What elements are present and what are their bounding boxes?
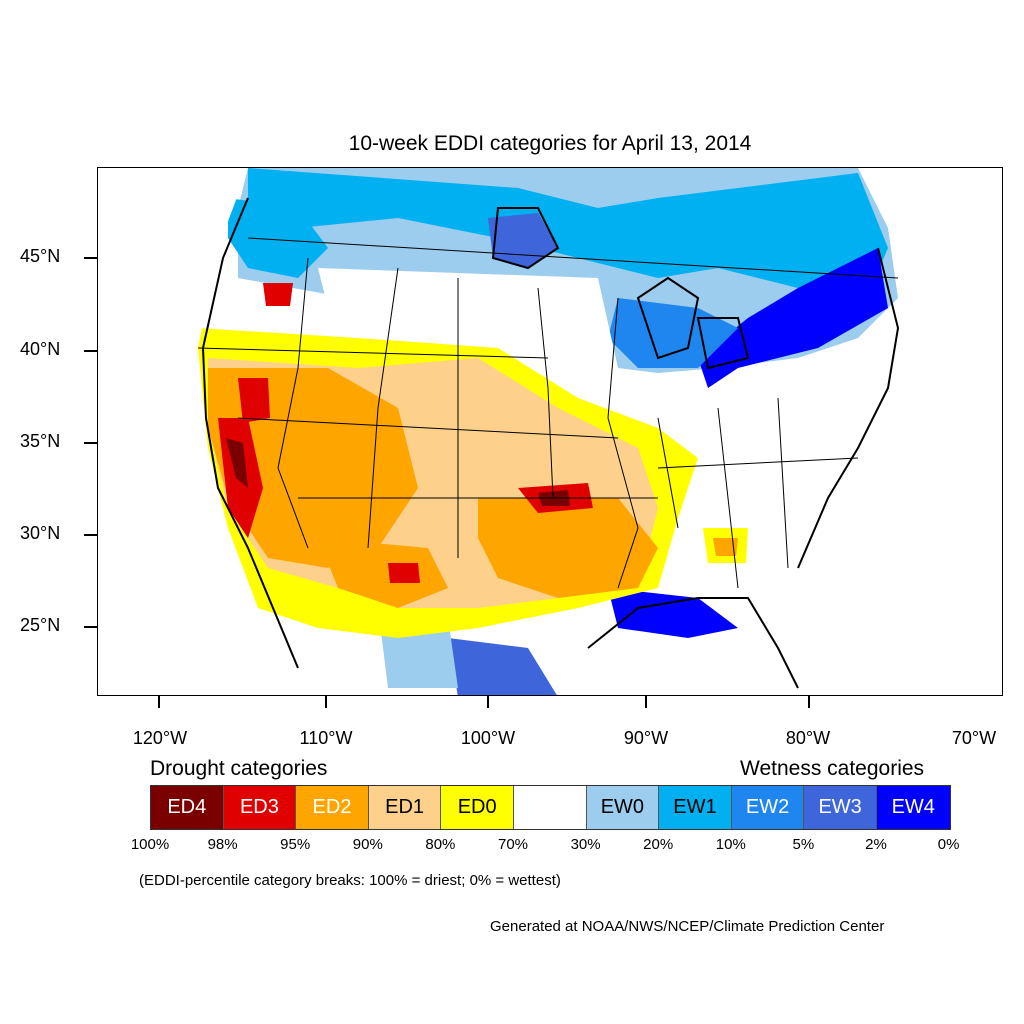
- pacific-ocean: [98, 168, 288, 695]
- atlantic-ocean: [798, 168, 1002, 695]
- lon-tick: [645, 696, 647, 708]
- legend-cell-ed0: ED0: [441, 786, 514, 829]
- lat-tick: [84, 626, 97, 628]
- wet-region-ew4-northeast: [698, 248, 888, 388]
- lon-label-90w: 90°W: [623, 728, 669, 748]
- wetness-categories-heading: Wetness categories: [740, 757, 925, 780]
- lon-label-70w: 70°W: [951, 728, 997, 748]
- coastline: [201, 197, 900, 689]
- legend-cell-neutral: [513, 786, 587, 829]
- legend-percentile-label: 5%: [792, 836, 815, 853]
- legend-cell-ed1: ED1: [368, 786, 442, 829]
- legend-percentile-label: 100%: [130, 836, 170, 853]
- legend-percentile-label: 80%: [425, 836, 456, 853]
- eddi-map-canvas: [98, 168, 1002, 695]
- map-title: 10-week EDDI categories for April 13, 20…: [348, 132, 752, 155]
- dry-region-ed2-central: [478, 498, 658, 598]
- legend-percentile-label: 95%: [280, 836, 311, 853]
- lat-tick: [84, 350, 97, 352]
- dry-region-ed2-georgia: [713, 538, 738, 556]
- lon-tick: [487, 696, 489, 708]
- legend-cell-ed4: ED4: [151, 786, 224, 829]
- state-boundaries: [197, 237, 899, 589]
- dry-region-ed2-southwest: [318, 538, 448, 608]
- legend-percentile-label: 2%: [865, 836, 887, 853]
- lat-label-45n: 45°N: [20, 246, 61, 266]
- dry-region-ed3-newmexico: [388, 563, 420, 583]
- legend-percentile-label: 90%: [352, 836, 383, 853]
- legend-cell-ed2: ED2: [296, 786, 369, 829]
- lat-label-30n: 30°N: [20, 523, 61, 543]
- credit-text: Generated at NOAA/NWS/NCEP/Climate Predi…: [490, 918, 885, 935]
- dry-region-ed4-california: [226, 438, 248, 488]
- lon-label-110w: 110°W: [299, 728, 353, 748]
- legend-cell-ew2: EW2: [731, 786, 805, 829]
- drought-categories-heading: Drought categories: [150, 757, 328, 780]
- lat-label-25n: 25°N: [20, 615, 61, 635]
- legend-color-bar: ED4 ED3 ED2 ED1 ED0 EW0 EW1 EW2 EW3 EW4: [150, 785, 951, 830]
- neutral-southeast: [658, 408, 838, 598]
- dry-region-ed3-oregon: [263, 283, 293, 306]
- legend-cell-ew4: EW4: [876, 786, 950, 829]
- lat-tick: [84, 257, 97, 259]
- legend-percentile-label: 98%: [207, 836, 238, 853]
- legend-cell-ew0: EW0: [586, 786, 660, 829]
- wet-region-pacnw: [228, 198, 328, 278]
- lat-label-40n: 40°N: [20, 339, 61, 359]
- lon-label-80w: 80°W: [785, 728, 831, 748]
- lon-tick: [325, 696, 327, 708]
- legend-cell-ed3: ED3: [223, 786, 297, 829]
- lon-label-120w: 120°W: [132, 728, 188, 748]
- legend-percentile-label: 70%: [497, 836, 529, 853]
- wet-region-ew1-north: [248, 168, 888, 318]
- legend-cell-ew3: EW3: [804, 786, 877, 829]
- wet-region-gulf-coast: [608, 588, 738, 638]
- legend-cell-ew1: EW1: [659, 786, 732, 829]
- legend-note: (EDDI-percentile category breaks: 100% =…: [139, 872, 561, 889]
- lon-tick: [158, 696, 160, 708]
- lon-tick: [808, 696, 810, 708]
- lat-tick: [84, 534, 97, 536]
- legend-percentile-label: 20%: [643, 836, 674, 853]
- legend-percentile-label: 30%: [570, 836, 601, 853]
- dry-region-ed3-nevada: [238, 378, 270, 423]
- legend-percentile-label: 0%: [937, 836, 960, 853]
- lat-tick: [84, 442, 97, 444]
- eddi-map: [97, 167, 1003, 696]
- lat-label-35n: 35°N: [20, 431, 61, 451]
- lon-label-100w: 100°W: [460, 728, 516, 748]
- legend-percentile-label: 10%: [715, 836, 746, 853]
- wet-region-south-texas: [448, 638, 557, 695]
